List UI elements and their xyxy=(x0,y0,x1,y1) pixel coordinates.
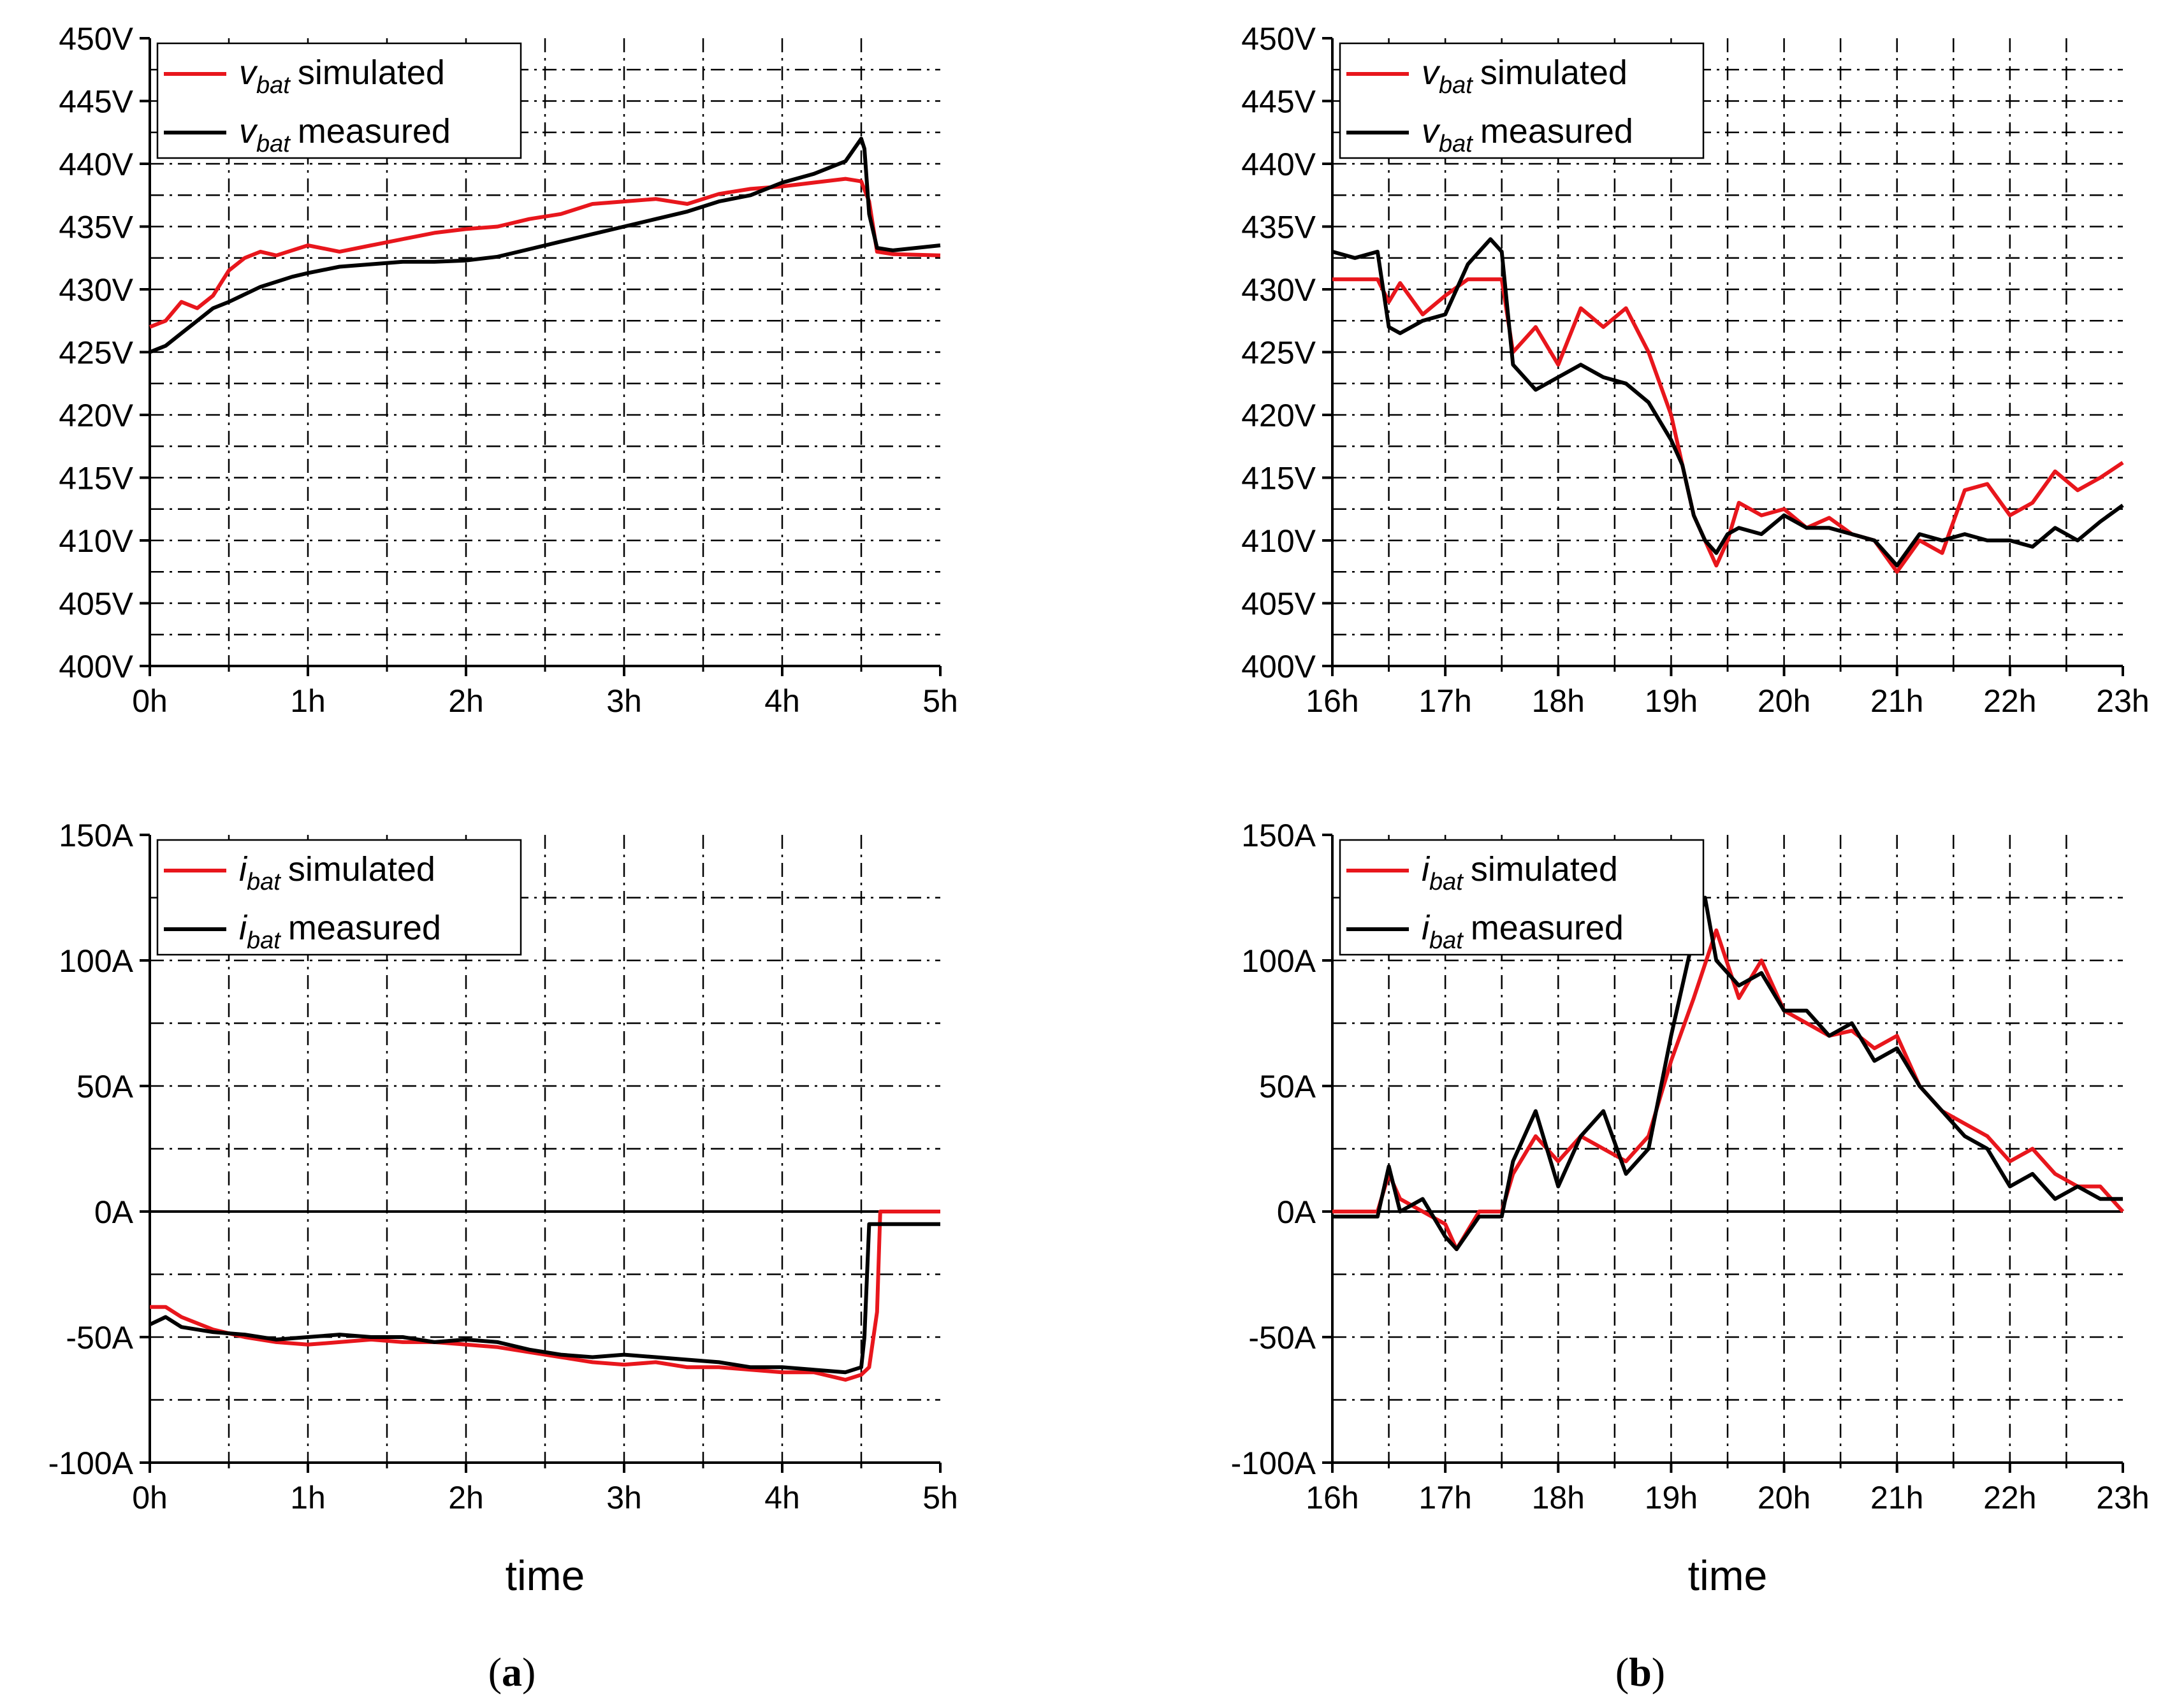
x-tick-label: 1h xyxy=(290,1480,326,1516)
x-tick-label: 2h xyxy=(448,683,484,719)
y-tick-label: 420V xyxy=(59,398,133,433)
x-tick-label: 17h xyxy=(1418,1480,1471,1516)
x-tick-label: 5h xyxy=(922,1480,958,1516)
y-tick-label: 405V xyxy=(1241,586,1316,622)
legend-label-measured: ibat measured xyxy=(1422,909,1624,954)
y-tick-label: 430V xyxy=(59,272,133,308)
y-tick-label: 440V xyxy=(59,147,133,182)
y-tick-label: 410V xyxy=(1241,523,1316,559)
y-tick-label: 435V xyxy=(1241,210,1316,245)
legend-label-simulated: vbat simulated xyxy=(239,54,445,99)
x-tick-label: 18h xyxy=(1532,1480,1585,1516)
x-tick-label: 5h xyxy=(922,683,958,719)
x-tick-label: 16h xyxy=(1306,683,1358,719)
x-tick-label: 20h xyxy=(1758,683,1810,719)
x-tick-label: 3h xyxy=(606,1480,642,1516)
legend-box xyxy=(1339,839,1705,956)
y-tick-label: 435V xyxy=(59,210,133,245)
legend-box xyxy=(1339,42,1705,159)
y-tick-label: -50A xyxy=(1248,1320,1316,1356)
x-tick-label: 23h xyxy=(2096,1480,2149,1516)
x-axis-title: time xyxy=(1688,1552,1768,1599)
series-line-simulated xyxy=(149,177,941,329)
y-tick-label: 450V xyxy=(1241,21,1316,57)
legend-label-simulated: ibat simulated xyxy=(1422,850,1618,895)
y-tick-label: 400V xyxy=(59,649,133,684)
series-line-measured xyxy=(1332,895,2123,1252)
x-tick-label: 4h xyxy=(764,683,800,719)
y-tick-label: 100A xyxy=(59,943,133,979)
y-tick-label: 405V xyxy=(59,586,133,622)
y-tick-label: 410V xyxy=(59,523,133,559)
y-tick-label: 415V xyxy=(59,461,133,496)
legend: vbat simulated vbat measured xyxy=(1339,42,1705,159)
series-line-simulated xyxy=(150,1210,940,1382)
x-tick-label: 21h xyxy=(1870,683,1923,719)
y-tick-label: 50A xyxy=(76,1069,134,1104)
y-tick-label: -50A xyxy=(66,1320,133,1356)
legend-box xyxy=(156,839,522,956)
series-line-measured xyxy=(149,136,941,354)
series-line-measured xyxy=(149,1222,940,1375)
chart-a-bottom: 0h 1h 2h 3h 4h 5h -100A -50A 0A 50A 100A 150A time ib… xyxy=(48,818,958,1599)
x-tick-label: 4h xyxy=(764,1480,800,1516)
legend: ibat simulated ibat measured xyxy=(1339,839,1705,956)
y-tick-label: 150A xyxy=(1241,818,1316,853)
x-tick-label: 22h xyxy=(1983,1480,2036,1516)
charts-container: 0h 1h 2h 3h 4h 5h 400V 405V 410V 415V 420V 425V 430V… xyxy=(48,21,2150,1599)
y-tick-label: 150A xyxy=(59,818,133,853)
y-tick-label: 415V xyxy=(1241,461,1316,496)
y-tick-label: -100A xyxy=(1231,1445,1316,1481)
x-tick-label: 21h xyxy=(1870,1480,1923,1516)
x-tick-label: 0h xyxy=(132,683,168,719)
y-tick-label: 100A xyxy=(1241,943,1316,979)
series-line-measured xyxy=(1332,237,2124,568)
chart-a-top: 0h 1h 2h 3h 4h 5h 400V 405V 410V 415V 420V 425V 430V… xyxy=(59,21,958,719)
x-tick-label: 19h xyxy=(1645,683,1698,719)
caption-a: (a) xyxy=(488,1649,536,1695)
x-tick-label: 2h xyxy=(448,1480,484,1516)
y-tick-label: 430V xyxy=(1241,272,1316,308)
legend-label-simulated: ibat simulated xyxy=(239,850,435,895)
y-tick-label: -100A xyxy=(48,1445,134,1481)
y-tick-label: 420V xyxy=(1241,398,1316,433)
legend-box xyxy=(156,42,522,159)
y-tick-label: 445V xyxy=(59,84,133,120)
x-tick-label: 16h xyxy=(1306,1480,1358,1516)
legend-label-measured: ibat measured xyxy=(239,909,441,954)
y-tick-label: 445V xyxy=(1241,84,1316,120)
y-tick-label: 0A xyxy=(1277,1194,1316,1230)
series-line-simulated xyxy=(1332,277,2124,574)
caption-b-letter: b xyxy=(1629,1649,1652,1695)
x-axis-title: time xyxy=(506,1552,585,1599)
legend: ibat simulated ibat measured xyxy=(156,839,522,956)
y-tick-label: 440V xyxy=(1241,147,1316,182)
x-tick-label: 1h xyxy=(290,683,326,719)
legend-label-measured: vbat measured xyxy=(1422,112,1633,157)
legend-label-measured: vbat measured xyxy=(239,112,451,157)
y-tick-label: 425V xyxy=(1241,335,1316,371)
svg-text:(b): (b) xyxy=(1615,1649,1665,1695)
chart-b-bottom: 16h 17h 18h 19h 20h 21h 22h 23h -100A -50A 0A 50A 10… xyxy=(1231,818,2150,1599)
y-tick-label: 0A xyxy=(94,1194,134,1230)
y-tick-label: 50A xyxy=(1259,1069,1316,1104)
svg-text:(a): (a) xyxy=(488,1649,536,1695)
chart-b-top: 16h 17h 18h 19h 20h 21h 22h 23h 400V 405V 410V 415V… xyxy=(1241,21,2150,719)
x-tick-label: 20h xyxy=(1758,1480,1810,1516)
y-tick-label: 400V xyxy=(1241,649,1316,684)
caption-a-letter: a xyxy=(502,1649,522,1695)
x-tick-label: 19h xyxy=(1645,1480,1698,1516)
y-tick-label: 450V xyxy=(59,21,133,57)
legend-label-simulated: vbat simulated xyxy=(1422,54,1628,99)
x-tick-label: 22h xyxy=(1983,683,2036,719)
legend: vbat simulated vbat measured xyxy=(156,42,522,159)
x-tick-label: 3h xyxy=(606,683,642,719)
x-tick-label: 18h xyxy=(1532,683,1585,719)
x-tick-label: 0h xyxy=(132,1480,168,1516)
x-tick-label: 17h xyxy=(1418,683,1471,719)
caption-b: (b) xyxy=(1615,1649,1665,1695)
y-tick-label: 425V xyxy=(59,335,133,371)
x-tick-label: 23h xyxy=(2096,683,2149,719)
